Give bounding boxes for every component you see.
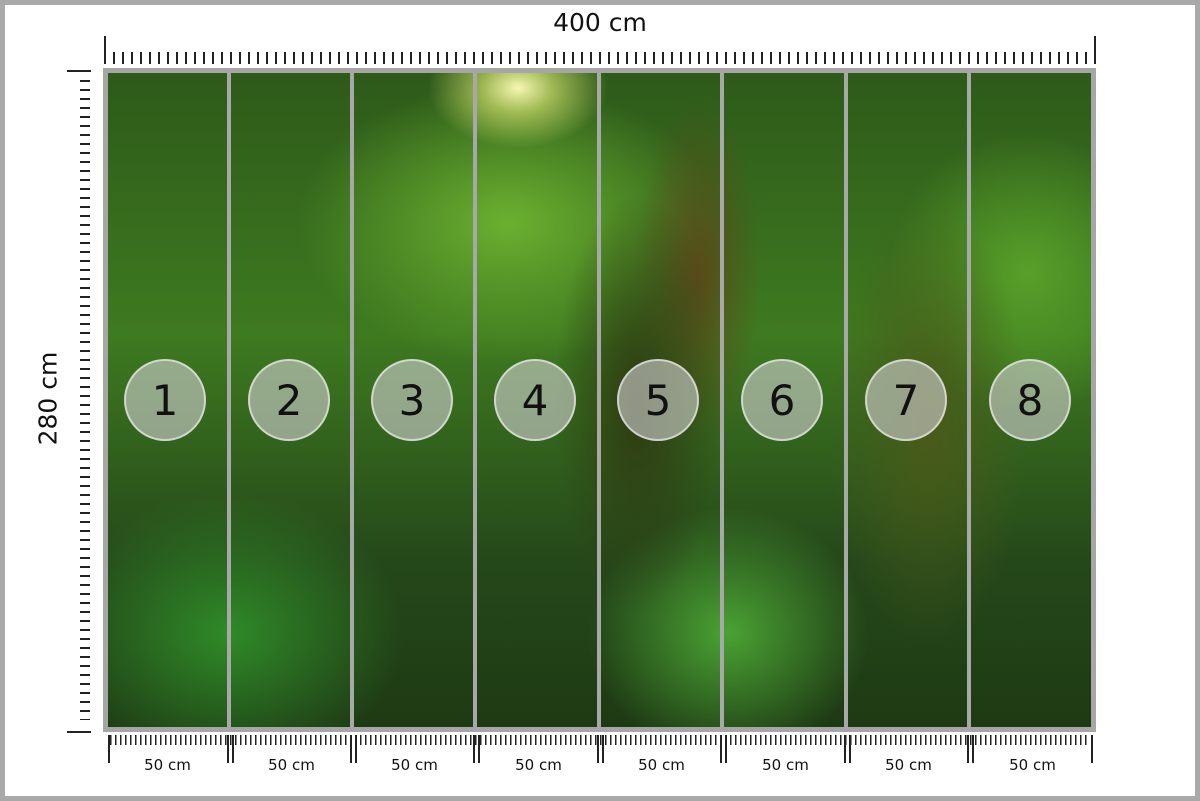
- panel-width-label: 50 cm: [144, 756, 191, 774]
- panel-number-8: 8: [989, 359, 1071, 441]
- wallpaper-preview: 1 2 3 4 5 6 7 8: [103, 68, 1096, 732]
- panel-width-label: 50 cm: [268, 756, 315, 774]
- panel-number-6: 6: [741, 359, 823, 441]
- panel-width-label: 50 cm: [1009, 756, 1056, 774]
- jungle-photo: 1 2 3 4 5 6 7 8: [108, 73, 1091, 727]
- segment-tick: [108, 735, 110, 763]
- left-ruler-end-tick: [67, 731, 91, 733]
- panel-divider: [844, 73, 848, 727]
- panel-width-label: 50 cm: [638, 756, 685, 774]
- segment-tick: [478, 735, 480, 763]
- width-label: 400 cm: [553, 8, 647, 37]
- panel-divider: [967, 73, 971, 727]
- panel-number-3: 3: [371, 359, 453, 441]
- segment-tick: [972, 735, 974, 763]
- segment-tick: [725, 735, 727, 763]
- height-label: 280 cm: [33, 351, 63, 446]
- panel-divider: [227, 73, 231, 727]
- segment-tick: [967, 735, 969, 763]
- top-ruler-end-tick: [1094, 36, 1096, 64]
- panel-divider: [597, 73, 601, 727]
- panel-divider: [720, 73, 724, 727]
- segment-tick: [227, 735, 229, 763]
- panel-width-label: 50 cm: [762, 756, 809, 774]
- segment-tick: [350, 735, 352, 763]
- top-ruler: [104, 52, 1096, 64]
- segment-tick: [844, 735, 846, 763]
- panel-number-5: 5: [617, 359, 699, 441]
- segment-tick: [602, 735, 604, 763]
- panel-width-label: 50 cm: [515, 756, 562, 774]
- panel-number-4: 4: [494, 359, 576, 441]
- left-ruler-start-tick: [67, 70, 91, 72]
- segment-tick: [720, 735, 722, 763]
- segment-tick: [597, 735, 599, 763]
- segment-tick: [849, 735, 851, 763]
- segment-tick: [1091, 735, 1093, 763]
- panel-number-1: 1: [124, 359, 206, 441]
- left-ruler: [80, 80, 90, 720]
- segment-tick: [355, 735, 357, 763]
- segment-tick: [232, 735, 234, 763]
- bottom-ruler: [110, 735, 1090, 745]
- panel-divider: [350, 73, 354, 727]
- panel-number-7: 7: [865, 359, 947, 441]
- panel-number-2: 2: [248, 359, 330, 441]
- segment-tick: [473, 735, 475, 763]
- top-ruler-start-tick: [104, 36, 106, 64]
- panel-width-label: 50 cm: [391, 756, 438, 774]
- panel-divider: [473, 73, 477, 727]
- panel-width-label: 50 cm: [885, 756, 932, 774]
